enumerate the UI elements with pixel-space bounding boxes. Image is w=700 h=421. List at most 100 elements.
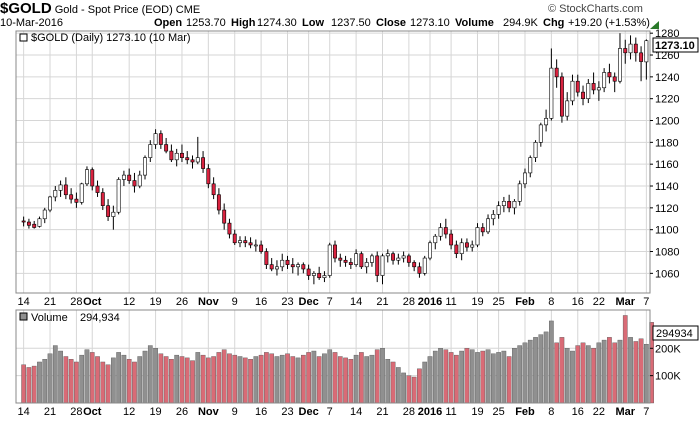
price-y-axis: 1060 1080 1100 1120 1140 1160 1180 1200 1220 1240…: [650, 28, 679, 280]
volume-bar: [564, 348, 570, 404]
volume-bar: [485, 349, 491, 404]
candle-body: [143, 157, 147, 176]
candle-body: [280, 259, 285, 268]
candle-body: [58, 184, 63, 191]
candle: [206, 164, 211, 189]
price-x-tick-label: 12: [123, 296, 135, 308]
watermark: © StockCharts.com: [548, 3, 643, 15]
price-x-tick-label: Oct: [83, 296, 102, 308]
candle: [21, 216, 26, 227]
candle-body: [243, 240, 248, 244]
price-tick-label: 1140: [655, 181, 679, 193]
candle-body: [95, 185, 100, 193]
candle-body: [475, 227, 480, 246]
volume-bar: [359, 352, 364, 404]
candle-body: [380, 255, 385, 276]
volume-bar: [84, 349, 90, 404]
candle: [359, 251, 364, 269]
volume-bar: [52, 345, 58, 404]
candle: [554, 59, 559, 88]
candle-body: [63, 184, 68, 196]
candle: [538, 122, 543, 147]
candle-body: [285, 259, 290, 265]
candle-body: [591, 83, 596, 91]
candle: [280, 253, 285, 272]
candle: [343, 255, 348, 267]
candle-body: [322, 275, 327, 279]
volume-x-tick-label: 23: [281, 406, 293, 418]
candle: [158, 130, 163, 149]
candle-body: [121, 174, 126, 180]
volume-x-tick-label: 9: [232, 406, 238, 418]
volume-y-axis: 100K 200K: [650, 343, 681, 383]
candle: [169, 144, 174, 162]
candle-body: [570, 80, 575, 102]
volume-bar: [237, 356, 243, 404]
volume-bar: [89, 352, 95, 404]
volume-bar: [533, 337, 538, 404]
volume-x-tick-label: 7: [327, 406, 333, 418]
price-tick-label: 1220: [655, 94, 679, 106]
candle: [401, 251, 406, 263]
candle: [322, 271, 327, 283]
candle-body: [628, 43, 633, 54]
expand-chart-icon[interactable]: [650, 20, 659, 32]
candle: [549, 48, 554, 121]
volume-bar: [438, 348, 443, 404]
volume-bar: [554, 342, 559, 404]
volume-x-tick-label: 21: [376, 406, 388, 418]
candle-body: [100, 192, 105, 206]
quote-date: 10-Mar-2016: [0, 17, 63, 29]
candle-body: [644, 40, 649, 63]
description: Gold - Spot Price (EOD): [54, 4, 173, 16]
candle: [195, 136, 200, 165]
volume-bar: [258, 354, 264, 404]
candle: [428, 240, 432, 261]
candle: [628, 35, 633, 60]
volume-bar: [200, 354, 206, 404]
candle: [137, 170, 142, 189]
volume-bar: [411, 376, 417, 404]
volume-bar: [337, 356, 343, 404]
volume-x-tick-label: 28: [70, 406, 82, 418]
candle: [338, 253, 343, 267]
candle: [512, 199, 517, 215]
candle: [528, 155, 533, 178]
candle: [475, 223, 480, 248]
candle: [454, 240, 459, 259]
candle: [406, 253, 411, 267]
candle: [470, 240, 475, 252]
price-tick-label: 1260: [655, 50, 679, 62]
volume-bar: [248, 359, 253, 404]
candle: [496, 201, 501, 219]
candle: [486, 214, 490, 235]
volume-bar: [327, 349, 333, 404]
price-x-tick-label: 21: [44, 296, 56, 308]
price-legend: $GOLD (Daily) 1273.10 (10 Mar): [19, 32, 191, 44]
volume-x-tick-label: 7: [643, 406, 649, 418]
volume-bar: [443, 349, 449, 404]
candle: [85, 166, 89, 187]
volume-bar: [459, 350, 464, 404]
volume-x-tick-label: Oct: [83, 406, 102, 418]
candle: [63, 177, 68, 200]
candle: [243, 236, 248, 248]
candle: [449, 229, 454, 250]
candle: [116, 177, 121, 215]
chart-title-row: $GOLD Gold - Spot Price (EOD) CME © Stoc…: [0, 0, 643, 17]
volume-bar: [300, 354, 306, 404]
price-x-tick-label: Feb: [515, 296, 535, 308]
candle-body: [290, 264, 295, 268]
volume-bar: [644, 343, 649, 404]
price-tick-label: 1180: [655, 137, 679, 149]
candle-body: [618, 48, 622, 82]
candle-body: [364, 262, 369, 268]
volume-x-tick-label: 12: [123, 406, 135, 418]
volume-bars: [21, 315, 654, 404]
candle-body: [211, 183, 216, 196]
price-x-tick-label: 26: [176, 296, 188, 308]
candle: [42, 207, 47, 224]
candle: [69, 188, 74, 204]
candle-body: [459, 242, 464, 255]
candle-body: [633, 43, 638, 54]
